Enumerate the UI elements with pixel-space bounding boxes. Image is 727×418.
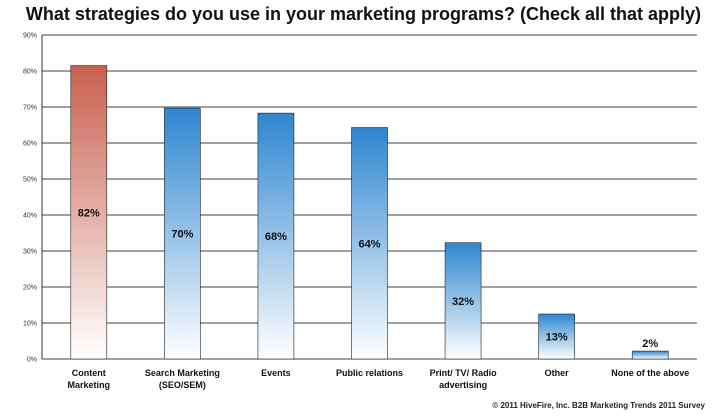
bar <box>631 350 669 360</box>
y-tick-label: 40% <box>23 213 37 220</box>
x-category-label: Public relations <box>336 368 403 378</box>
y-tick-label: 0% <box>27 357 37 364</box>
bar <box>538 313 575 360</box>
data-label: 64% <box>358 238 380 250</box>
y-axis-ticks: 0% 10% 20% 30% 40% 50% 60% 70% 80% 90% <box>23 33 37 364</box>
x-axis-categories: Content Marketing Search Marketing (SEO/SEM… <box>68 368 690 390</box>
x-category-label: Search Marketing <box>145 368 220 378</box>
bars <box>70 65 669 360</box>
x-category-label: Print/ TV/ Radio <box>430 368 498 378</box>
x-category-label: Content <box>72 368 106 378</box>
data-label: 2% <box>642 338 658 350</box>
y-tick-label: 20% <box>23 285 37 292</box>
x-category-label: Events <box>261 368 291 378</box>
y-tick-label: 90% <box>23 33 37 40</box>
bar <box>444 242 482 360</box>
x-category-label: advertising <box>439 380 487 390</box>
bar <box>164 107 201 360</box>
data-label: 13% <box>546 332 568 344</box>
x-category-label: None of the above <box>611 368 689 378</box>
y-tick-label: 80% <box>23 69 37 76</box>
y-tick-label: 30% <box>23 249 37 256</box>
x-category-label: Other <box>545 368 570 378</box>
y-tick-label: 60% <box>23 141 37 148</box>
y-tick-label: 50% <box>23 177 37 184</box>
data-label: 70% <box>171 229 193 241</box>
bar <box>351 127 388 360</box>
bar <box>70 65 108 360</box>
y-tick-label: 10% <box>23 321 37 328</box>
x-category-label: (SEO/SEM) <box>159 380 206 390</box>
data-label: 32% <box>452 296 474 308</box>
x-category-label: Marketing <box>68 380 111 390</box>
y-tick-label: 70% <box>23 105 37 112</box>
footer-credit: © 2011 HiveFire, Inc. B2B Marketing Tren… <box>492 401 705 410</box>
chart-title: What strategies do you use in your marke… <box>25 4 702 24</box>
data-label: 82% <box>78 207 100 219</box>
bar <box>257 112 295 360</box>
data-label: 68% <box>265 231 287 243</box>
data-labels: 82% 70% 68% 64% 32% 13% 2% <box>78 207 659 350</box>
